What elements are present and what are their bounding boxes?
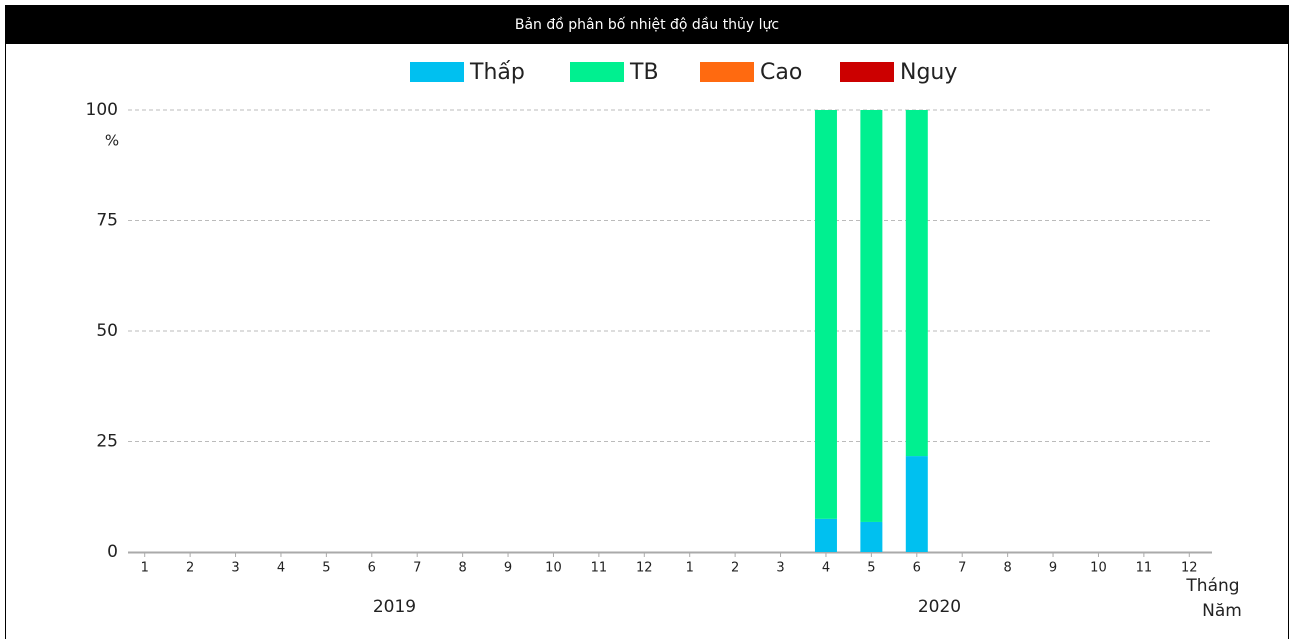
legend-swatch [410, 62, 464, 82]
bar-segment [860, 110, 883, 522]
x-tick-label: 5 [867, 561, 875, 576]
x-tick-label: 7 [413, 561, 421, 576]
legend-swatch [570, 62, 624, 82]
bar-segment [814, 518, 837, 552]
legend-label: Nguy [900, 60, 957, 85]
x-tick-label: 10 [545, 561, 562, 576]
x-tick-label: 2 [731, 561, 739, 576]
bar-segment [905, 456, 928, 552]
y-tick-label: 0 [107, 542, 118, 562]
x-tick-label: 1 [686, 561, 694, 576]
x-tick-label: 9 [504, 561, 512, 576]
x-tick-label: 9 [1049, 561, 1057, 576]
x-tick-label: 4 [277, 561, 285, 576]
legend-label: Thấp [469, 60, 525, 85]
x-tick-label: 8 [1003, 561, 1011, 576]
y-tick-label: 50 [96, 321, 118, 341]
x-tick-label: 7 [958, 561, 966, 576]
x-tick-label: 4 [822, 561, 830, 576]
x-group-tick-label: 2020 [918, 597, 961, 617]
x-tick-label: 12 [1181, 561, 1198, 576]
legend-label: Cao [760, 60, 802, 85]
y-tick-label: 100 [86, 100, 118, 120]
x-tick-label: 11 [591, 561, 608, 576]
x-tick-label: 3 [776, 561, 784, 576]
x-tick-label: 11 [1136, 561, 1153, 576]
legend-label: TB [629, 60, 659, 85]
x-tick-label: 10 [1090, 561, 1107, 576]
x-tick-label: 3 [231, 561, 239, 576]
x-tick-label: 2 [186, 561, 194, 576]
x-group-label: Năm [1202, 601, 1242, 621]
x-axis-label: Tháng [1185, 576, 1239, 596]
frame [5, 5, 1289, 643]
title-bar [5, 5, 1289, 44]
y-tick-label: 75 [96, 211, 118, 231]
x-tick-label: 6 [368, 561, 376, 576]
x-tick-label: 6 [913, 561, 921, 576]
y-tick-label: 25 [96, 432, 118, 452]
y-axis-label: % [105, 132, 119, 150]
bar-segment [814, 110, 837, 519]
chart-title: Bản đồ phân bố nhiệt độ dầu thủy lực [515, 16, 779, 33]
bar-segment [860, 521, 883, 552]
x-group-tick-label: 2019 [373, 597, 416, 617]
x-tick-label: 1 [141, 561, 149, 576]
legend-swatch [840, 62, 894, 82]
x-tick-label: 8 [458, 561, 466, 576]
x-tick-label: 5 [322, 561, 330, 576]
x-tick-label: 12 [636, 561, 653, 576]
legend-swatch [700, 62, 754, 82]
bar-segment [905, 110, 928, 457]
